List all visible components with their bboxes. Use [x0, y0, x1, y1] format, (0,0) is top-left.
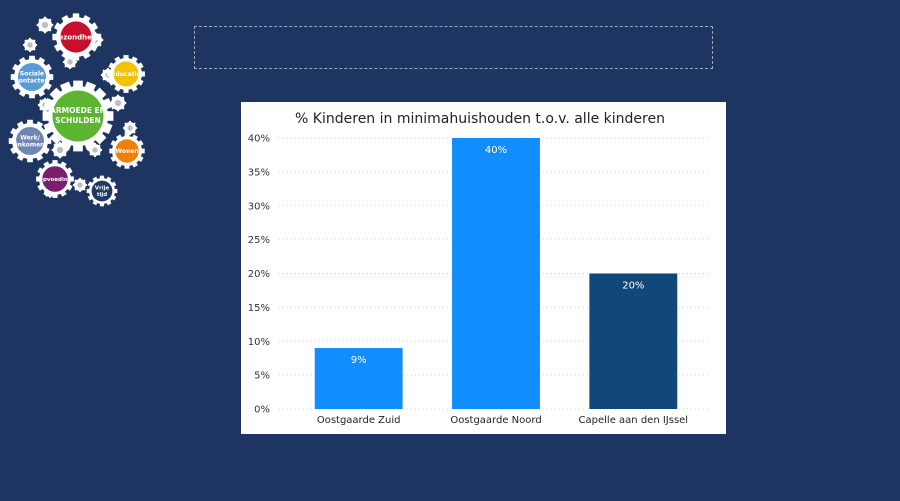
bar-chart: % Kinderen in minimahuishouden t.o.v. al…: [248, 111, 711, 426]
bar[interactable]: [314, 348, 403, 409]
small-gear-icon: [72, 177, 88, 193]
x-category-label: Oostgaarde Zuid: [317, 415, 401, 426]
y-tick-label: 5%: [254, 371, 270, 382]
x-category-label: Capelle aan den IJssel: [579, 415, 689, 426]
center-gear-icon: [42, 80, 114, 152]
opvoeding-label: Opvoeding: [38, 177, 71, 183]
vrije-tijd-label: tijd: [97, 192, 107, 198]
educatie-label: Educatie: [111, 71, 140, 78]
vrije-tijd-label: Vrije: [95, 186, 110, 192]
title-placeholder-box[interactable]: [194, 26, 713, 69]
y-tick-label: 25%: [248, 235, 270, 246]
y-tick-label: 0%: [254, 405, 270, 416]
werk-inkomen-label: Werk/: [20, 135, 40, 142]
gezondheid-gear-icon: [52, 13, 100, 61]
vrije-tijd-gear-icon: [86, 175, 118, 207]
data-label: 40%: [485, 145, 507, 156]
y-tick-label: 40%: [248, 134, 270, 145]
small-gear-icon: [122, 120, 138, 136]
small-gear-icon: [22, 37, 38, 53]
data-label: 20%: [622, 281, 644, 292]
bar[interactable]: [589, 273, 678, 410]
center-gear-label: SCHULDEN: [55, 116, 101, 125]
small-gear-icon: [109, 94, 127, 112]
werk-inkomen-gear-icon: [8, 119, 52, 163]
sociale-contacten-gear-icon: [10, 55, 54, 99]
wonen-label: Wonen: [115, 148, 138, 155]
opvoeding-gear-icon: [36, 160, 74, 198]
gezondheid-label: Gezondheid: [53, 33, 100, 41]
bar[interactable]: [452, 138, 540, 409]
sociale-contacten-label: Sociale: [20, 71, 44, 78]
data-label: 9%: [351, 355, 367, 366]
center-gear-label: ARMOEDE EN: [50, 106, 106, 115]
wonen-gear-icon: [109, 133, 145, 169]
chart-title: % Kinderen in minimahuishouden t.o.v. al…: [295, 111, 665, 127]
y-tick-label: 20%: [248, 269, 270, 280]
y-tick-label: 30%: [248, 201, 270, 212]
x-category-label: Oostgaarde Noord: [450, 415, 541, 426]
y-tick-label: 35%: [248, 167, 270, 178]
y-tick-label: 10%: [248, 337, 270, 348]
small-gear-icon: [36, 16, 54, 34]
sociale-contacten-label: contacten: [15, 78, 49, 85]
educatie-gear-icon: [107, 55, 145, 93]
chart-card: % Kinderen in minimahuishouden t.o.v. al…: [241, 102, 726, 434]
y-tick-label: 15%: [248, 303, 270, 314]
werk-inkomen-label: inkomen: [16, 142, 45, 149]
